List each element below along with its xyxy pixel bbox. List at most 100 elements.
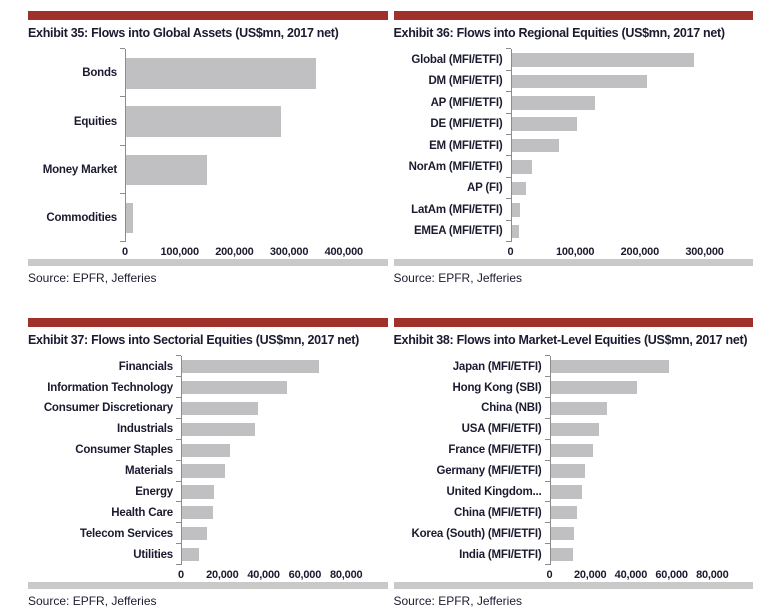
bar-area	[505, 91, 754, 114]
exhibit-36-chart: Global (MFI/ETFI) DM (MFI/ETFI) AP (MFI/ET…	[394, 48, 754, 259]
category-label: Hong Kong (SBI)	[452, 381, 542, 394]
exhibit-37-chart: Financials Information Technology Consumer…	[28, 355, 388, 582]
bar	[511, 138, 559, 153]
bar-area	[176, 438, 388, 461]
bar-area	[176, 522, 388, 545]
bar-area	[544, 438, 754, 461]
chart-row: Information Technology	[28, 376, 388, 398]
chart-row: China (NBI)	[394, 397, 754, 419]
x-axis-labels: 0 100,000 200,000 300,000 400,000	[122, 242, 388, 259]
axis-spacer	[394, 565, 550, 582]
x-tick-label: 20,000	[206, 569, 239, 581]
source-note: Source: EPFR, Jefferies	[28, 271, 157, 285]
chart-row: NorAm (MFI/ETFI)	[394, 155, 754, 178]
category-label: EM (MFI/ETFI)	[429, 139, 503, 152]
bar	[182, 401, 259, 415]
x-tick-label: 0	[507, 246, 514, 258]
x-tick-label: 0	[122, 246, 128, 258]
x-tick-label: 400,000	[324, 246, 364, 258]
bar	[511, 203, 520, 217]
bar	[550, 422, 600, 436]
bar-area	[544, 376, 754, 398]
accent-bar	[28, 318, 388, 327]
bar	[511, 181, 527, 196]
bar-area	[505, 198, 754, 221]
chart-row: AP (FI)	[394, 176, 754, 200]
chart-row: AP (MFI/ETFI)	[394, 91, 754, 114]
bar-area	[176, 480, 388, 503]
bar-plot: Global (MFI/ETFI) DM (MFI/ETFI) AP (MFI/ET…	[394, 48, 754, 243]
chart-row: EMEA (MFI/ETFI)	[394, 219, 754, 243]
chart-row: DE (MFI/ETFI)	[394, 112, 754, 135]
bar-area	[544, 459, 754, 482]
category-label: Global (MFI/ETFI)	[411, 53, 503, 66]
category-label: Germany (MFI/ETFI)	[436, 465, 542, 478]
category-label: AP (MFI/ETFI)	[430, 96, 503, 109]
chart-row: Hong Kong (SBI)	[394, 376, 754, 398]
bar-area	[505, 112, 754, 135]
x-tick-label: 40,000	[614, 569, 648, 581]
chart-row: Consumer Discretionary	[28, 397, 388, 419]
bar-area	[176, 543, 388, 565]
chart-row: Japan (MFI/ETFI)	[394, 355, 754, 378]
source-note: Source: EPFR, Jefferies	[28, 594, 157, 608]
category-label: Consumer Staples	[75, 444, 173, 457]
chart-row: Korea (South) (MFI/ETFI)	[394, 522, 754, 545]
bar-area	[120, 144, 388, 194]
category-label: France (MFI/ETFI)	[448, 444, 542, 457]
chart-row: Utilities	[28, 543, 388, 565]
bar-area	[544, 522, 754, 545]
bar-area	[505, 155, 754, 178]
axis-spacer	[28, 565, 181, 582]
chart-row: Telecom Services	[28, 522, 388, 545]
exhibit-35-chart: Bonds Equities Money Market Commodities 0 10…	[28, 48, 388, 259]
bar-area	[544, 480, 754, 503]
bar-area	[176, 501, 388, 524]
category-label: Health Care	[111, 506, 173, 519]
chart-row: Industrials	[28, 417, 388, 440]
x-axis: 0 20,000 40,000 60,000 80,000	[394, 565, 754, 582]
exhibit-36-title: Exhibit 36: Flows into Regional Equities…	[393, 26, 726, 40]
bar	[182, 506, 213, 520]
bar-area	[176, 376, 388, 398]
bar-area	[505, 133, 754, 157]
chart-row: Money Market	[28, 144, 388, 194]
bar	[550, 443, 594, 457]
bar-area	[120, 96, 388, 146]
bar-area	[544, 397, 754, 419]
bar-plot: Bonds Equities Money Market Commodities	[28, 48, 388, 243]
bar	[550, 380, 637, 395]
bar	[126, 58, 316, 89]
divider-bar	[28, 582, 388, 589]
bar-area	[505, 48, 754, 71]
x-tick-label: 20,000	[573, 569, 607, 581]
bar-area	[544, 355, 754, 378]
bar	[550, 506, 577, 520]
bar	[182, 380, 287, 395]
exhibit-38-title: Exhibit 38: Flows into Market-Level Equi…	[393, 333, 748, 347]
accent-bar	[28, 11, 388, 20]
bar-plot: Japan (MFI/ETFI) Hong Kong (SBI) China (NB…	[394, 355, 754, 565]
x-tick-label: 300,000	[685, 246, 724, 258]
x-axis-labels: 0 20,000 40,000 60,000 80,000	[547, 565, 754, 582]
bar-area	[120, 48, 388, 98]
bar-area	[176, 397, 388, 419]
divider-bar	[28, 259, 388, 266]
bar-area	[176, 417, 388, 440]
x-axis-labels: 0 100,000 200,000 300,000	[507, 242, 754, 259]
chart-row: Materials	[28, 459, 388, 482]
category-label: Equities	[73, 115, 117, 128]
bar-area	[505, 219, 754, 243]
exhibit-38-chart: Japan (MFI/ETFI) Hong Kong (SBI) China (NB…	[394, 355, 754, 582]
bar	[550, 360, 669, 374]
chart-row: Consumer Staples	[28, 438, 388, 461]
category-label: NorAm (MFI/ETFI)	[408, 161, 503, 174]
x-tick-label: 0	[178, 569, 184, 581]
bar	[511, 74, 648, 89]
exhibit-35-title: Exhibit 35: Flows into Global Assets (US…	[28, 26, 339, 40]
chart-row: Global (MFI/ETFI)	[394, 48, 754, 71]
x-tick-label: 80,000	[329, 569, 363, 581]
chart-row: Health Care	[28, 501, 388, 524]
chart-row: LatAm (MFI/ETFI)	[394, 198, 754, 221]
chart-row: USA (MFI/ETFI)	[394, 417, 754, 440]
